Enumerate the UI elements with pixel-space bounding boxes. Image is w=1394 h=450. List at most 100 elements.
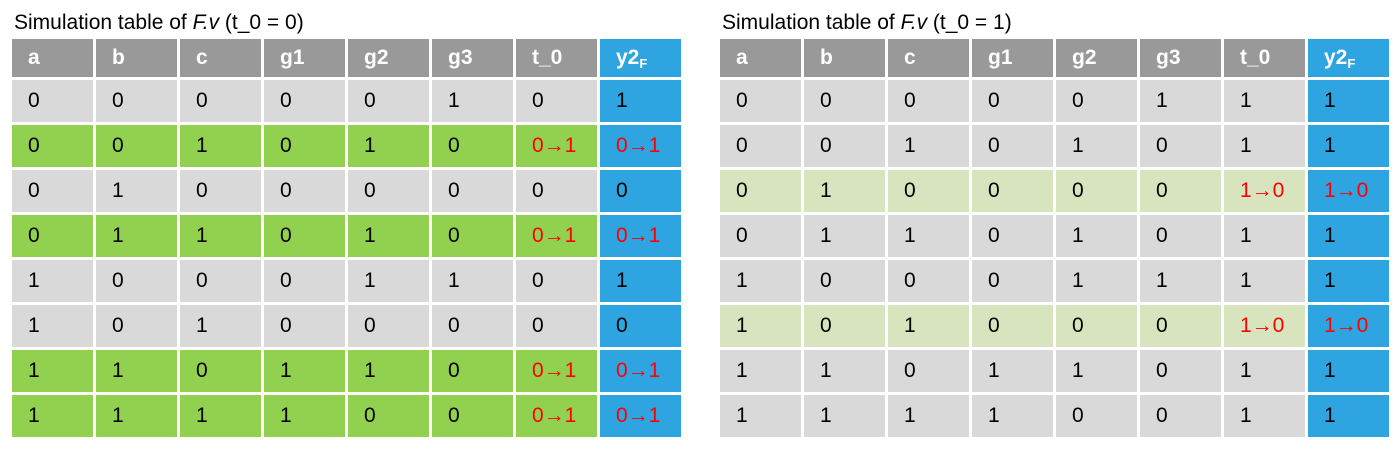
table-cell: 0 <box>180 350 261 392</box>
right-table-title: Simulation table of F.v (t_0 = 1) <box>720 6 1392 39</box>
left-header-c: c <box>180 39 261 77</box>
table-cell: 0 <box>264 170 345 212</box>
table-cell: 1 <box>888 125 969 167</box>
right-title-prefix: Simulation table of <box>722 11 901 34</box>
table-cell: 1 <box>1056 260 1137 302</box>
output-cell: 1 <box>600 260 681 302</box>
table-cell: 0 <box>516 305 597 347</box>
table-cell: 0 <box>972 125 1053 167</box>
table-cell: 0 <box>12 80 93 122</box>
output-cell: 1 <box>600 80 681 122</box>
table-cell: 1 <box>12 260 93 302</box>
output-cell: 0→1 <box>600 215 681 257</box>
output-cell: 0→1 <box>600 350 681 392</box>
output-cell: 1 <box>1308 215 1389 257</box>
table-cell: 0 <box>516 260 597 302</box>
table-cell: 1 <box>180 305 261 347</box>
right-header-g3: g3 <box>1140 39 1221 77</box>
table-cell: 1 <box>432 80 513 122</box>
table-cell: 0 <box>1140 125 1221 167</box>
table-cell: 0 <box>12 215 93 257</box>
table-cell: 0 <box>720 170 801 212</box>
left-title-suffix: (t_0 = 0) <box>219 11 304 34</box>
table-cell: 0 <box>720 125 801 167</box>
table-row: 0 1 1 0 1 0 0→1 0→1 <box>12 215 681 257</box>
table-cell: 1 <box>720 260 801 302</box>
table-cell: 1 <box>180 395 261 437</box>
table-cell: 1 <box>972 350 1053 392</box>
table-cell: 1 <box>888 395 969 437</box>
table-cell: 0 <box>12 170 93 212</box>
table-cell: 0 <box>1056 305 1137 347</box>
left-header-y2f: y2F <box>600 39 681 77</box>
table-cell: 1→0 <box>1224 305 1305 347</box>
left-title-italic: F.v <box>192 11 220 34</box>
table-cell: 0 <box>972 305 1053 347</box>
table-cell: 0 <box>432 350 513 392</box>
left-header-y2-main: y2 <box>616 45 640 69</box>
table-cell: 0 <box>348 395 429 437</box>
table-row: 1 1 1 1 0 0 0→1 0→1 <box>12 395 681 437</box>
table-cell: 1 <box>888 215 969 257</box>
left-header-y2-subscript: F <box>639 55 648 71</box>
right-header-g2: g2 <box>1056 39 1137 77</box>
table-cell: 0→1 <box>516 125 597 167</box>
table-cell: 0 <box>1056 80 1137 122</box>
table-cell: 0 <box>348 305 429 347</box>
table-cell: 0 <box>516 170 597 212</box>
right-simulation-table: a b c g1 g2 g3 t_0 y2F 0 0 0 0 0 1 1 1 0 0 1 0 1 0 1 1 0 1 0 0 0 0 1→… <box>717 36 1392 440</box>
left-header-a: a <box>12 39 93 77</box>
table-cell: 1 <box>720 305 801 347</box>
table-cell: 0 <box>1056 170 1137 212</box>
table-cell: 1 <box>720 395 801 437</box>
table-cell: 0 <box>972 215 1053 257</box>
table-cell: 1 <box>804 170 885 212</box>
left-table-title: Simulation table of F.v (t_0 = 0) <box>12 6 684 39</box>
table-cell: 1 <box>12 305 93 347</box>
table-cell: 1 <box>432 260 513 302</box>
table-cell: 1 <box>1224 125 1305 167</box>
table-cell: 0 <box>888 170 969 212</box>
table-cell: 1 <box>1056 215 1137 257</box>
left-header-g3: g3 <box>432 39 513 77</box>
table-cell: 0 <box>432 125 513 167</box>
table-cell: 0 <box>264 305 345 347</box>
table-cell: 0 <box>888 350 969 392</box>
table-row: 0 0 1 0 1 0 0→1 0→1 <box>12 125 681 167</box>
table-cell: 0 <box>96 80 177 122</box>
output-cell: 1 <box>1308 395 1389 437</box>
output-cell: 0 <box>600 305 681 347</box>
table-cell: 1 <box>96 395 177 437</box>
table-cell: 1 <box>180 125 261 167</box>
output-cell: 0→1 <box>600 125 681 167</box>
left-simulation-panel: Simulation table of F.v (t_0 = 0) a b c g1 g… <box>12 6 684 440</box>
table-cell: 0→1 <box>516 215 597 257</box>
left-title-prefix: Simulation table of <box>14 11 193 34</box>
table-cell: 1 <box>348 260 429 302</box>
table-cell: 1 <box>1224 350 1305 392</box>
left-header-t0: t_0 <box>516 39 597 77</box>
table-cell: 1 <box>180 215 261 257</box>
table-cell: 0 <box>432 305 513 347</box>
table-row: 1 1 0 1 1 0 0→1 0→1 <box>12 350 681 392</box>
table-cell: 0 <box>972 170 1053 212</box>
left-header-g2: g2 <box>348 39 429 77</box>
right-header-c: c <box>888 39 969 77</box>
table-cell: 0 <box>96 305 177 347</box>
table-row: 0 1 0 0 0 0 1→0 1→0 <box>720 170 1389 212</box>
output-cell: 0 <box>600 170 681 212</box>
table-cell: 0 <box>972 260 1053 302</box>
table-cell: 0 <box>180 80 261 122</box>
table-cell: 1 <box>1140 260 1221 302</box>
table-cell: 0 <box>1140 215 1221 257</box>
table-cell: 0 <box>804 125 885 167</box>
table-cell: 0 <box>264 260 345 302</box>
table-cell: 1 <box>804 350 885 392</box>
table-cell: 0 <box>264 80 345 122</box>
table-cell: 1 <box>888 305 969 347</box>
